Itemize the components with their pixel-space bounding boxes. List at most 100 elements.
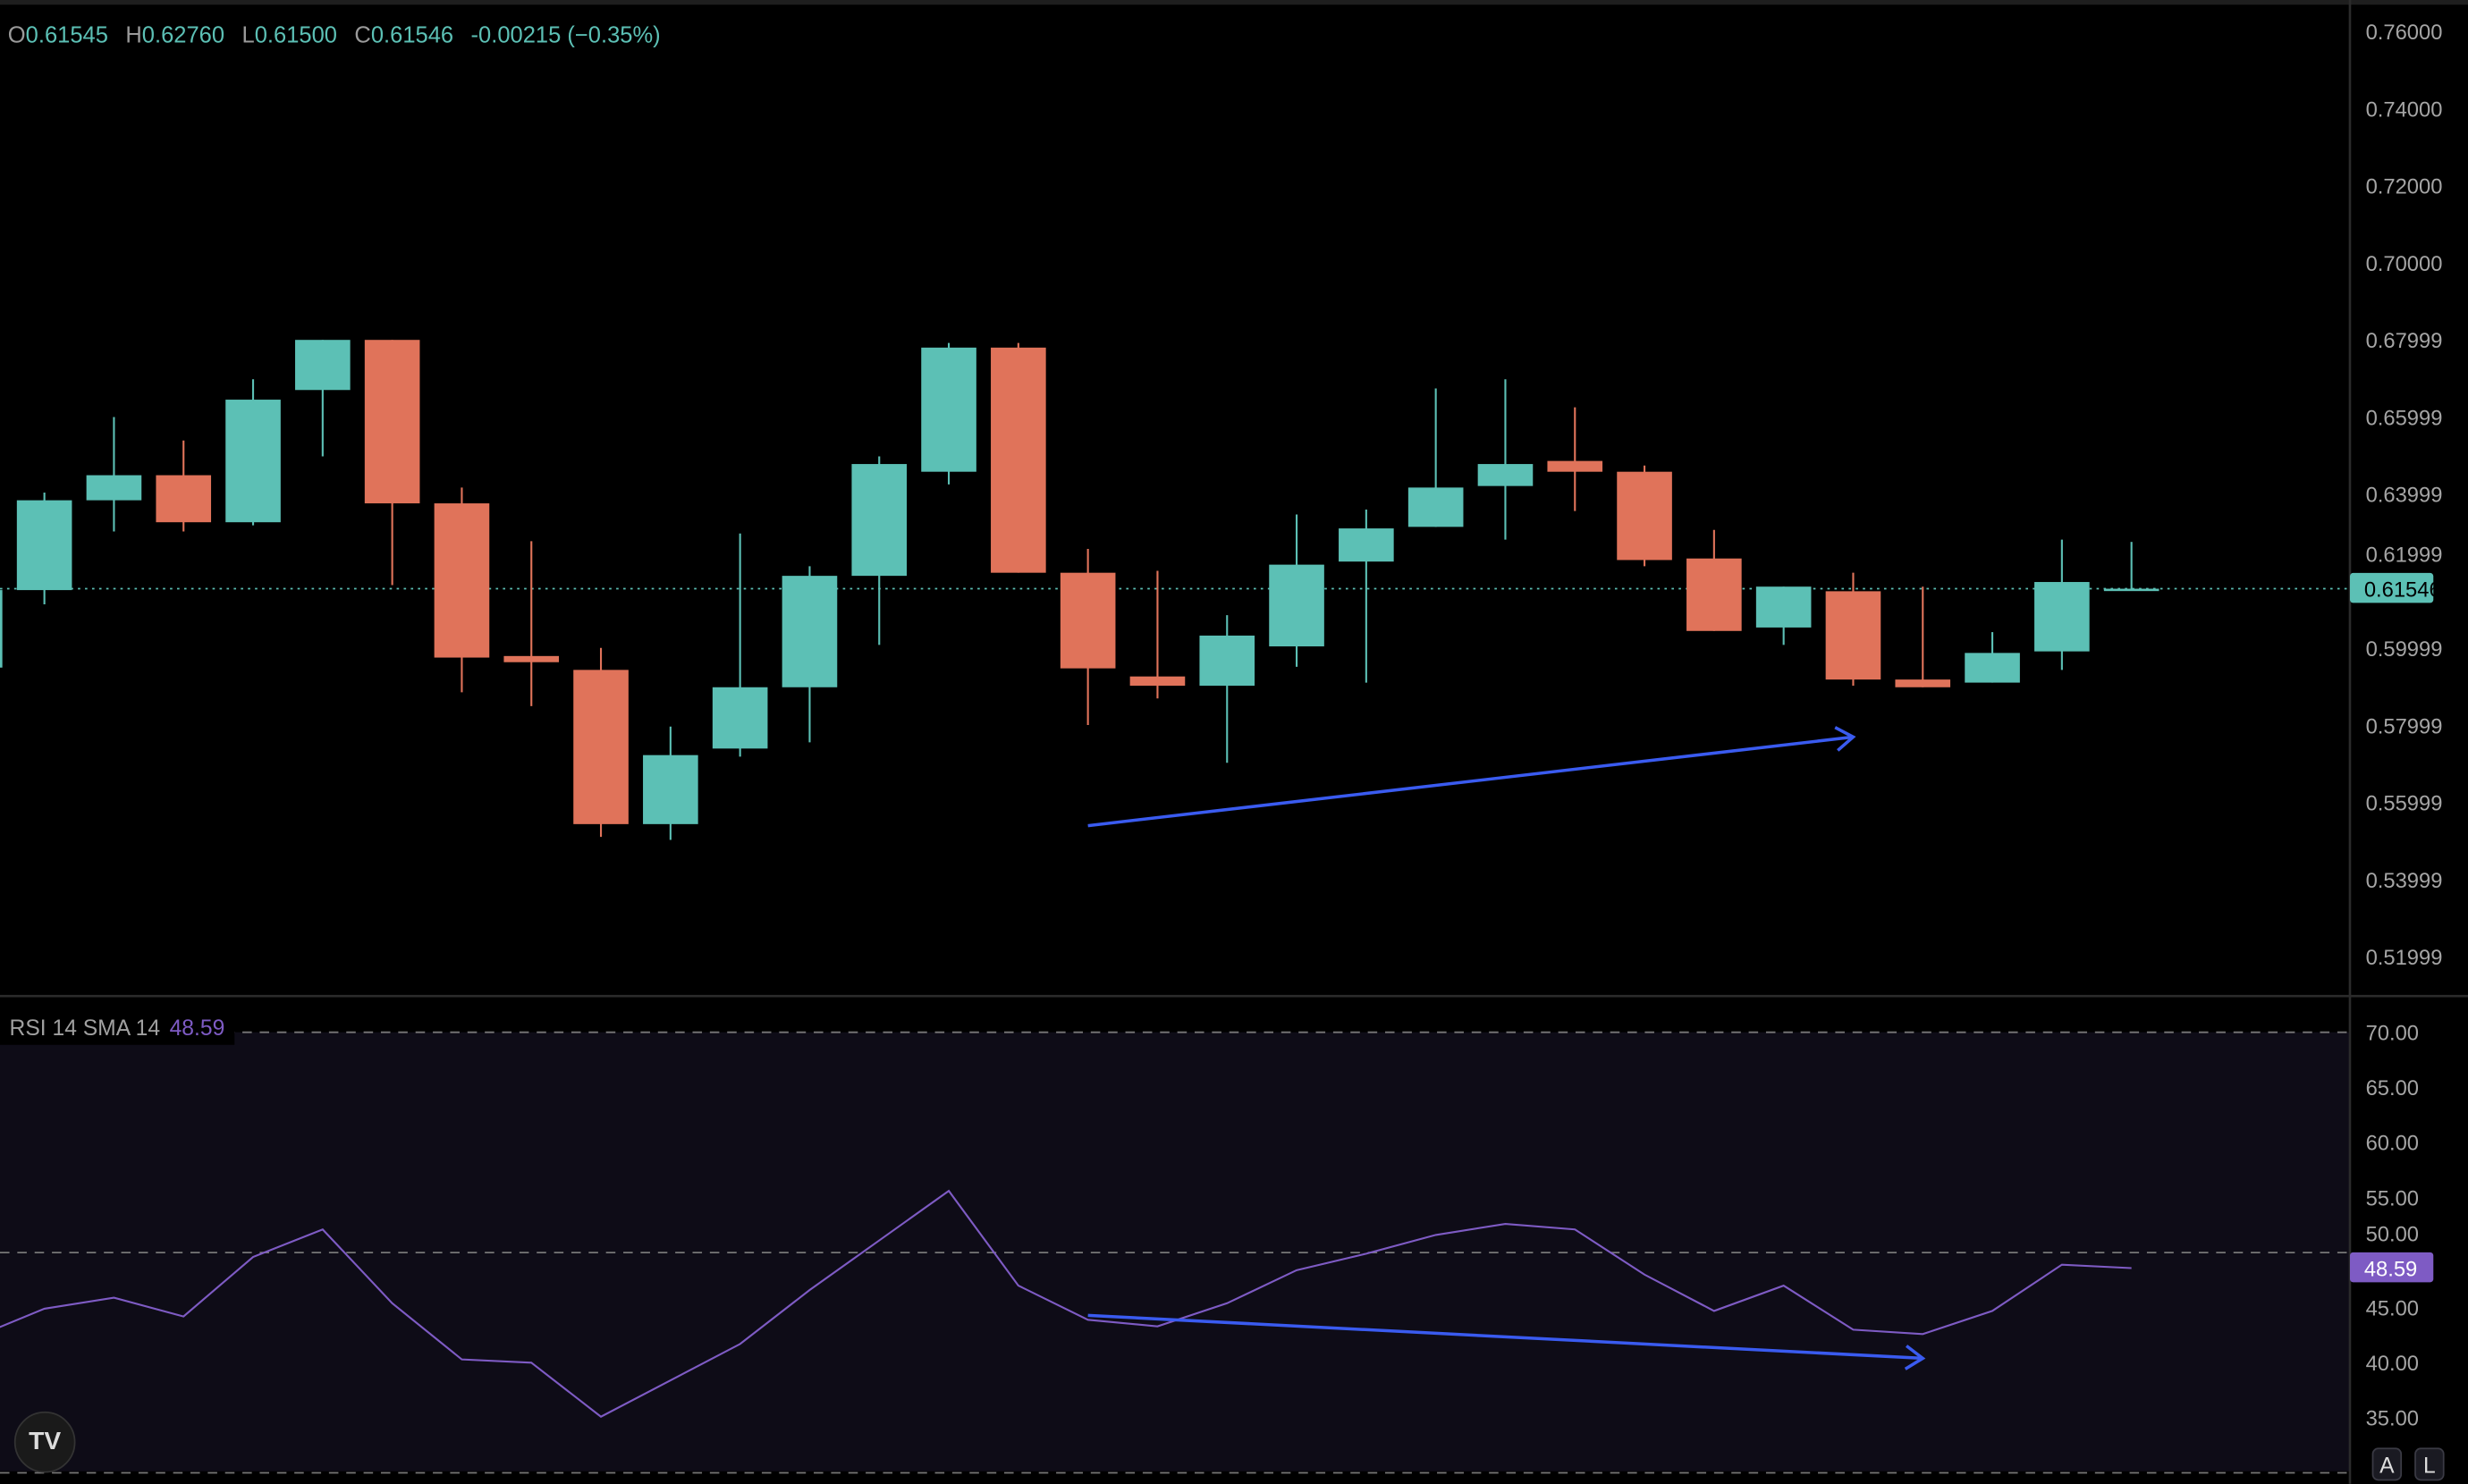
candle-body bbox=[1060, 572, 1116, 669]
auto-scale-button[interactable]: A bbox=[2371, 1447, 2403, 1481]
candle bbox=[1965, 632, 2020, 683]
candle-body bbox=[2034, 582, 2090, 652]
candle bbox=[1407, 388, 1464, 527]
low-label: L bbox=[241, 23, 255, 49]
candle bbox=[1617, 465, 1672, 567]
price-tick-label: 0.61999 bbox=[2366, 544, 2443, 568]
candle bbox=[364, 340, 420, 586]
price-tick-label: 0.57999 bbox=[2366, 714, 2443, 738]
candle bbox=[156, 440, 212, 532]
candle bbox=[225, 379, 281, 526]
rsi-tick-label: 65.00 bbox=[2366, 1076, 2419, 1100]
candle-body bbox=[1755, 586, 1812, 628]
candle-body bbox=[1129, 676, 1186, 687]
rsi-trend-arrow-head bbox=[1904, 1345, 1926, 1370]
candle-body bbox=[991, 347, 1046, 573]
ohlc-legend: O0.61545 H0.62760 L0.61500 C0.61546 -0.0… bbox=[8, 23, 661, 48]
candle bbox=[643, 726, 698, 840]
candle-body bbox=[851, 464, 908, 577]
change-value: -0.00215 (−0.35%) bbox=[470, 23, 661, 49]
price-tick-label: 0.67999 bbox=[2366, 329, 2443, 353]
candle-body bbox=[1269, 564, 1324, 647]
price-tick-label: 0.51999 bbox=[2366, 946, 2443, 970]
candle bbox=[1060, 548, 1116, 726]
candle-body bbox=[16, 500, 72, 591]
rsi-tick-label: 50.00 bbox=[2366, 1223, 2419, 1247]
low-value: 0.61500 bbox=[254, 23, 337, 49]
candle bbox=[851, 456, 908, 645]
candle bbox=[1755, 586, 1812, 645]
candle bbox=[2034, 539, 2090, 670]
log-scale-button[interactable]: L bbox=[2414, 1447, 2445, 1481]
price-trend-arrow-shaft bbox=[1087, 735, 1854, 828]
candle bbox=[295, 340, 351, 457]
candle-body bbox=[1547, 460, 1603, 472]
rsi-line bbox=[0, 1189, 2132, 1418]
candle-body bbox=[1686, 558, 1742, 631]
candle bbox=[1825, 572, 1881, 687]
rsi-trend-arrow-shaft bbox=[1087, 1313, 1923, 1361]
tradingview-logo-icon[interactable]: TV bbox=[13, 1411, 76, 1473]
candle-body bbox=[573, 670, 629, 824]
close-value: 0.61546 bbox=[370, 23, 454, 49]
candle-body bbox=[1965, 653, 2020, 683]
price-tick-label: 0.55999 bbox=[2366, 792, 2443, 816]
open-value: 0.61545 bbox=[25, 23, 108, 49]
candle bbox=[1129, 570, 1186, 699]
candle-body bbox=[225, 400, 281, 523]
price-tick-label: 0.65999 bbox=[2366, 406, 2443, 430]
candle-body bbox=[1617, 471, 1672, 561]
rsi-tick-label: 40.00 bbox=[2366, 1352, 2419, 1376]
top-bar bbox=[0, 0, 2468, 5]
candle-body bbox=[503, 655, 560, 662]
candle-body bbox=[1199, 635, 1255, 687]
candle-body bbox=[1407, 487, 1464, 527]
candle-body bbox=[1477, 464, 1534, 486]
candle bbox=[1547, 407, 1603, 511]
candle bbox=[991, 342, 1046, 573]
candle bbox=[2103, 542, 2160, 592]
price-tick-label: 0.53999 bbox=[2366, 869, 2443, 893]
rsi-trend-arrow bbox=[1087, 1313, 1926, 1370]
candle bbox=[921, 342, 976, 485]
rsi-label: RSI 14 SMA 14 bbox=[9, 1015, 161, 1041]
candle-body bbox=[712, 687, 768, 749]
high-label: H bbox=[125, 23, 142, 49]
candle-body bbox=[921, 347, 976, 472]
high-value: 0.62760 bbox=[141, 23, 225, 49]
candle-body bbox=[1895, 679, 1951, 687]
candle-body bbox=[2103, 588, 2160, 592]
last-price-badge-text: 0.61546 bbox=[2364, 578, 2441, 602]
candle bbox=[0, 590, 3, 668]
rsi-pane-background bbox=[0, 1032, 2350, 1471]
candle bbox=[1686, 529, 1742, 631]
price-trend-arrow bbox=[1087, 726, 1856, 828]
rsi-tick-label: 70.00 bbox=[2366, 1021, 2419, 1045]
candle bbox=[1477, 379, 1534, 540]
price-tick-label: 0.76000 bbox=[2366, 21, 2443, 45]
candle-body bbox=[434, 503, 490, 658]
rsi-legend[interactable]: RSI 14 SMA 14 48.59 bbox=[0, 1011, 234, 1045]
candle bbox=[712, 533, 768, 757]
candle bbox=[16, 492, 72, 605]
candle-body bbox=[86, 475, 142, 501]
rsi-tick-label: 45.00 bbox=[2366, 1297, 2419, 1321]
price-tick-label: 0.70000 bbox=[2366, 252, 2443, 276]
candle bbox=[503, 541, 560, 706]
candle bbox=[573, 647, 629, 838]
candle-body bbox=[782, 576, 838, 687]
candle-body bbox=[1339, 528, 1394, 562]
close-label: C bbox=[354, 23, 371, 49]
candle-body bbox=[364, 340, 420, 504]
candle-body bbox=[295, 340, 351, 391]
price-tick-label: 0.74000 bbox=[2366, 97, 2443, 122]
last-price-badge-bg bbox=[2349, 572, 2434, 603]
candle bbox=[1199, 615, 1255, 763]
price-tick-label: 0.72000 bbox=[2366, 175, 2443, 199]
last-price-badge: 0.61546 bbox=[2349, 572, 2441, 603]
rsi-tick-label: 60.00 bbox=[2366, 1132, 2419, 1156]
open-label: O bbox=[7, 23, 26, 49]
rsi-tick-label: 35.00 bbox=[2366, 1407, 2419, 1431]
